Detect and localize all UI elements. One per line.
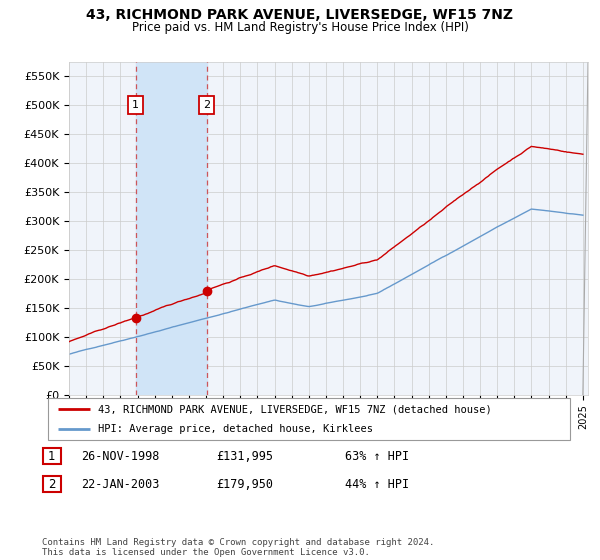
Text: 1: 1 (48, 450, 56, 463)
Text: 43, RICHMOND PARK AVENUE, LIVERSEDGE, WF15 7NZ (detached house): 43, RICHMOND PARK AVENUE, LIVERSEDGE, WF… (98, 404, 491, 414)
FancyBboxPatch shape (43, 449, 61, 464)
Text: HPI: Average price, detached house, Kirklees: HPI: Average price, detached house, Kirk… (98, 424, 373, 434)
Text: £131,995: £131,995 (216, 450, 273, 463)
Text: 2: 2 (48, 478, 56, 491)
Text: 1: 1 (133, 100, 139, 110)
Text: 43, RICHMOND PARK AVENUE, LIVERSEDGE, WF15 7NZ: 43, RICHMOND PARK AVENUE, LIVERSEDGE, WF… (86, 8, 514, 22)
FancyBboxPatch shape (43, 477, 61, 492)
FancyBboxPatch shape (48, 398, 570, 440)
Bar (136, 62, 207, 395)
Text: Price paid vs. HM Land Registry's House Price Index (HPI): Price paid vs. HM Land Registry's House … (131, 21, 469, 34)
Text: 44% ↑ HPI: 44% ↑ HPI (345, 478, 409, 491)
Text: 63% ↑ HPI: 63% ↑ HPI (345, 450, 409, 463)
Text: £179,950: £179,950 (216, 478, 273, 491)
Text: Contains HM Land Registry data © Crown copyright and database right 2024.
This d: Contains HM Land Registry data © Crown c… (42, 538, 434, 557)
Text: 22-JAN-2003: 22-JAN-2003 (81, 478, 160, 491)
Text: 2: 2 (203, 100, 211, 110)
Text: 26-NOV-1998: 26-NOV-1998 (81, 450, 160, 463)
